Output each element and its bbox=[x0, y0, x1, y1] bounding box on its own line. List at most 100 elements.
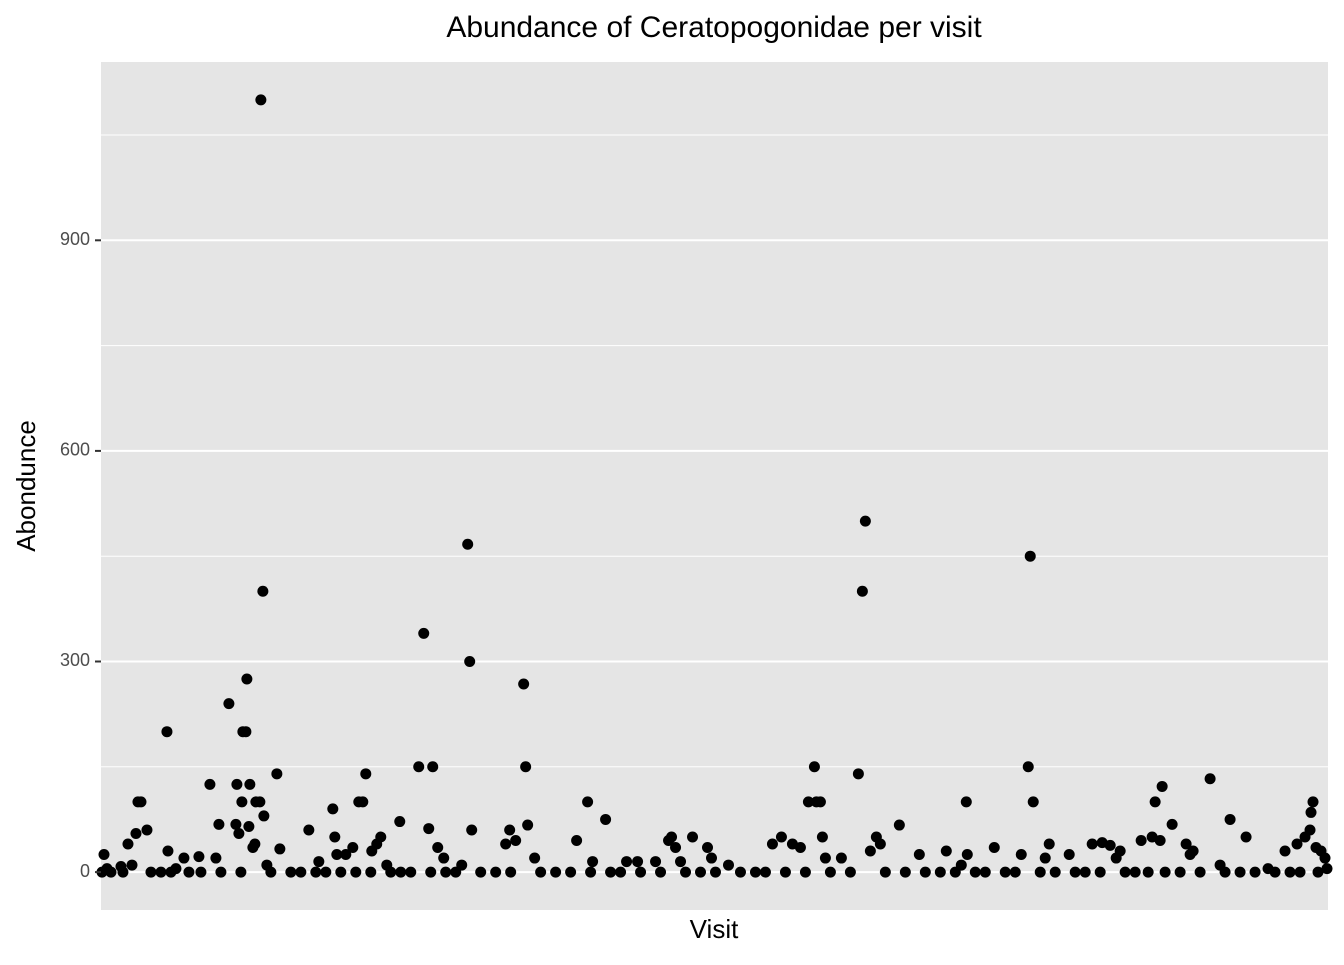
point bbox=[969, 866, 981, 878]
y-tick-label: 0 bbox=[80, 861, 90, 881]
point bbox=[687, 831, 699, 843]
point bbox=[105, 866, 117, 878]
point bbox=[934, 866, 946, 878]
point bbox=[395, 866, 407, 878]
point bbox=[1291, 838, 1303, 850]
point bbox=[1129, 866, 1141, 878]
point bbox=[670, 842, 682, 854]
point bbox=[236, 796, 248, 808]
point bbox=[585, 866, 597, 878]
point bbox=[327, 803, 339, 815]
point bbox=[329, 831, 341, 843]
point bbox=[816, 831, 828, 843]
point bbox=[518, 678, 530, 690]
point bbox=[529, 852, 541, 864]
point bbox=[423, 823, 435, 835]
point bbox=[635, 866, 647, 878]
point bbox=[1142, 866, 1154, 878]
point bbox=[874, 838, 886, 850]
point bbox=[1319, 852, 1331, 864]
point bbox=[122, 838, 134, 850]
point bbox=[510, 835, 522, 847]
point bbox=[819, 852, 831, 864]
point bbox=[571, 835, 583, 847]
point bbox=[535, 866, 547, 878]
point bbox=[802, 796, 814, 808]
point bbox=[249, 838, 261, 850]
point bbox=[274, 843, 286, 855]
point bbox=[775, 831, 787, 843]
points bbox=[96, 94, 1333, 878]
point bbox=[231, 778, 243, 790]
point bbox=[145, 866, 157, 878]
point bbox=[722, 859, 734, 871]
point bbox=[1312, 866, 1324, 878]
point bbox=[303, 824, 315, 836]
point bbox=[1009, 866, 1021, 878]
point bbox=[243, 820, 255, 832]
point bbox=[835, 852, 847, 864]
point bbox=[331, 849, 343, 861]
point bbox=[949, 866, 961, 878]
point bbox=[347, 842, 359, 854]
point bbox=[233, 827, 245, 839]
point bbox=[702, 842, 714, 854]
point bbox=[1034, 866, 1046, 878]
y-tick-label: 300 bbox=[60, 650, 90, 670]
point bbox=[504, 824, 516, 836]
point bbox=[961, 849, 973, 861]
y-tick-label: 900 bbox=[60, 229, 90, 249]
point bbox=[165, 866, 177, 878]
point bbox=[893, 819, 905, 831]
point bbox=[852, 768, 864, 780]
point bbox=[418, 627, 430, 639]
point bbox=[621, 856, 633, 868]
point bbox=[500, 838, 512, 850]
point bbox=[313, 856, 325, 868]
point bbox=[856, 585, 868, 597]
point bbox=[919, 866, 931, 878]
point bbox=[899, 866, 911, 878]
point bbox=[1086, 838, 1098, 850]
point bbox=[1119, 866, 1131, 878]
point bbox=[1043, 838, 1055, 850]
point bbox=[490, 866, 502, 878]
point bbox=[940, 845, 952, 857]
point bbox=[814, 796, 826, 808]
point bbox=[706, 852, 718, 864]
point bbox=[255, 94, 267, 106]
point bbox=[1224, 813, 1236, 825]
point bbox=[808, 761, 820, 773]
point bbox=[1079, 866, 1091, 878]
point bbox=[223, 698, 235, 710]
point bbox=[650, 856, 662, 868]
point bbox=[1049, 866, 1061, 878]
point bbox=[193, 851, 205, 863]
point bbox=[1027, 796, 1039, 808]
point bbox=[766, 838, 778, 850]
x-axis-label: Visit bbox=[690, 914, 739, 944]
point bbox=[1304, 824, 1316, 836]
point bbox=[1154, 835, 1166, 847]
point bbox=[178, 852, 190, 864]
point bbox=[979, 866, 991, 878]
point bbox=[310, 866, 322, 878]
point bbox=[655, 866, 667, 878]
point bbox=[1279, 845, 1291, 857]
point bbox=[1187, 845, 1199, 857]
point bbox=[244, 778, 256, 790]
point bbox=[340, 849, 352, 861]
point bbox=[600, 813, 612, 825]
point bbox=[1204, 773, 1216, 785]
point bbox=[462, 538, 474, 550]
point bbox=[394, 816, 406, 828]
chart-title: Abundance of Ceratopogonidae per visit bbox=[446, 11, 982, 44]
point bbox=[522, 819, 534, 831]
point bbox=[709, 866, 721, 878]
point bbox=[1104, 839, 1116, 851]
point bbox=[666, 831, 678, 843]
point bbox=[749, 866, 761, 878]
point bbox=[210, 852, 222, 864]
point bbox=[1024, 550, 1036, 562]
